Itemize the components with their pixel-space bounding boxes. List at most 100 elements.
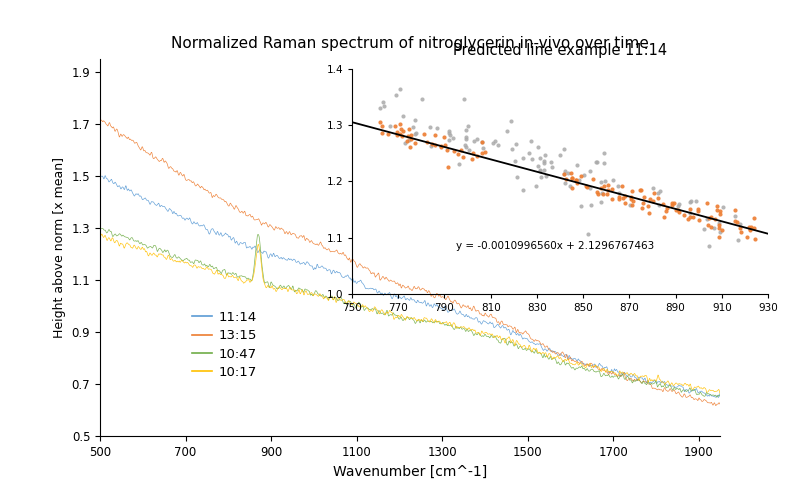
Point <box>678 212 690 220</box>
Point <box>606 196 618 203</box>
Point <box>459 126 472 134</box>
Point <box>558 171 570 178</box>
Point <box>459 141 472 149</box>
Point <box>452 160 465 168</box>
Point <box>742 223 755 231</box>
Point <box>531 143 544 151</box>
Point <box>418 130 430 138</box>
Point <box>693 216 706 223</box>
Point <box>585 201 598 209</box>
Point <box>598 177 611 185</box>
Point <box>509 157 522 165</box>
Point <box>594 178 607 186</box>
Point <box>657 200 670 208</box>
Point <box>409 116 422 124</box>
Point <box>618 198 631 206</box>
Legend: 11:14, 13:15, 10:47, 10:17: 11:14, 13:15, 10:47, 10:17 <box>187 306 262 384</box>
Point <box>670 206 682 214</box>
Point <box>702 221 715 229</box>
Point <box>660 207 673 215</box>
Point <box>683 213 696 220</box>
Point <box>435 143 448 151</box>
Point <box>378 102 390 110</box>
Point <box>711 202 724 210</box>
Point <box>506 145 518 153</box>
Point <box>642 202 654 210</box>
Point <box>415 95 428 102</box>
Point <box>734 224 746 232</box>
Point <box>402 132 414 140</box>
Point <box>438 142 451 149</box>
Point <box>741 233 754 241</box>
Point <box>475 138 488 146</box>
Point <box>598 148 610 156</box>
Point <box>522 149 535 157</box>
Point <box>377 98 390 106</box>
Point <box>687 213 700 220</box>
Point <box>443 129 456 137</box>
Point <box>731 236 744 244</box>
Point <box>627 197 640 205</box>
Point <box>584 167 597 174</box>
Point <box>395 132 408 140</box>
Point <box>558 170 570 178</box>
Point <box>587 175 600 183</box>
Point <box>476 138 489 146</box>
Point <box>730 218 743 226</box>
Point <box>597 190 610 197</box>
Point <box>581 183 594 191</box>
Point <box>714 211 726 219</box>
Point <box>707 224 720 232</box>
Point <box>743 226 756 234</box>
Point <box>390 128 403 136</box>
Point <box>454 146 467 154</box>
Point <box>424 123 437 131</box>
Point <box>383 122 396 130</box>
Point <box>590 158 602 166</box>
Point <box>701 215 714 222</box>
Point <box>397 112 410 120</box>
Point <box>672 208 685 216</box>
Point <box>638 193 650 201</box>
Point <box>442 163 454 171</box>
Point <box>566 174 579 182</box>
Point <box>654 188 666 196</box>
Point <box>749 235 762 243</box>
Point <box>558 145 570 153</box>
Point <box>391 131 404 139</box>
Point <box>560 175 573 183</box>
Point <box>711 206 724 214</box>
Point <box>429 131 442 139</box>
Point <box>701 199 714 207</box>
Point <box>728 212 741 220</box>
Point <box>713 220 726 227</box>
Point <box>734 228 747 236</box>
Point <box>683 209 696 217</box>
Point <box>594 198 607 206</box>
Point <box>525 155 538 163</box>
Point <box>538 159 550 167</box>
Point <box>734 220 746 228</box>
Point <box>538 157 550 165</box>
Point <box>692 205 705 213</box>
Point <box>531 162 544 170</box>
Point <box>533 166 546 174</box>
Point <box>597 182 610 190</box>
Point <box>566 174 578 182</box>
Point <box>570 175 582 183</box>
Point <box>673 199 686 207</box>
Point <box>399 139 412 147</box>
Point <box>636 204 649 212</box>
Point <box>613 189 626 197</box>
Point <box>394 85 406 93</box>
Point <box>606 176 619 184</box>
Point <box>546 163 558 171</box>
Point <box>443 131 456 139</box>
Point <box>574 172 587 180</box>
Point <box>475 148 488 156</box>
Point <box>452 150 465 158</box>
Point <box>402 136 415 144</box>
Point <box>698 225 710 233</box>
Point <box>534 167 546 175</box>
Point <box>714 228 726 236</box>
